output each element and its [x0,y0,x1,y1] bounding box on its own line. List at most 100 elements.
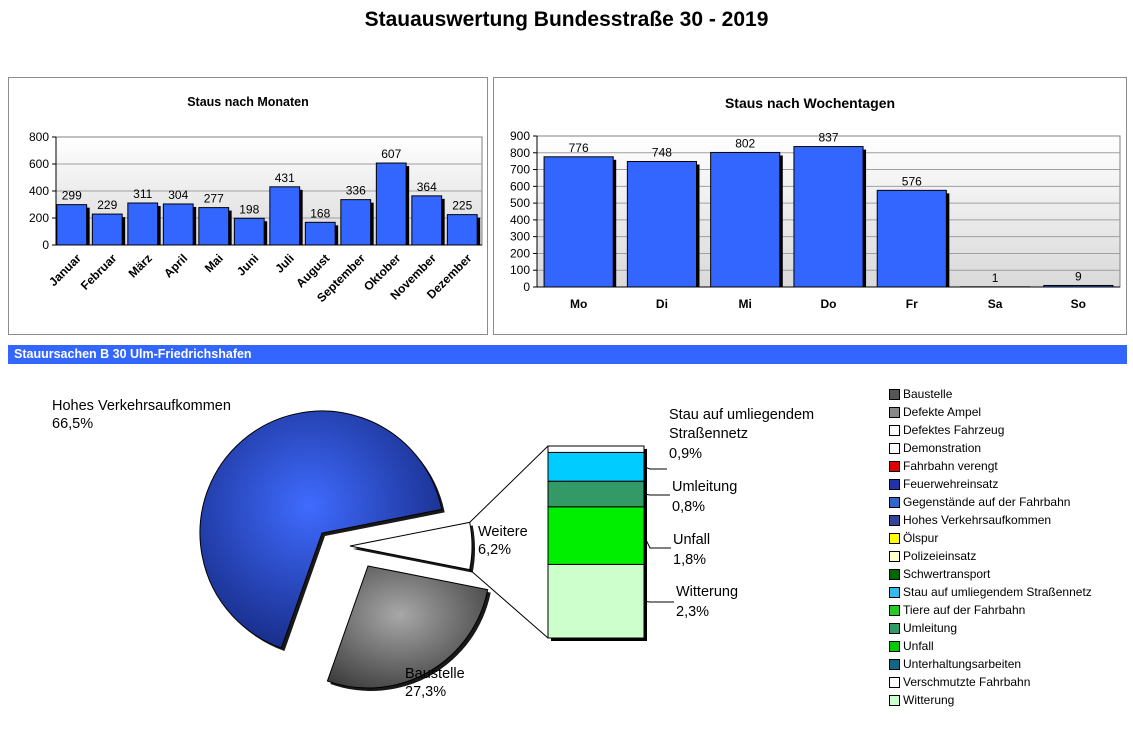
bar [304,221,336,246]
bar [793,146,864,288]
breakdown-label: Stau auf umliegendem Straßennetz [669,407,814,442]
stack-segment [547,506,645,565]
data-label: 607 [381,147,401,161]
data-label: 431 [275,171,295,185]
y-tick-label: 0 [42,238,49,252]
legend-item: Schwertransport [889,565,1092,583]
causes-section-header: Stauursachen B 30 Ulm-Friedrichshafen [8,345,1127,364]
slice-label: Hohes Verkehrsaufkommen [52,398,231,414]
legend-item: Verschmutzte Fahrbahn [889,673,1092,691]
x-tick-label: Mo [570,297,587,311]
x-tick-label: Mi [739,297,752,311]
weekday-bar-chart: Staus nach Wochentagen 0 100 200 300 400 500 60… [510,95,1121,311]
legend-label: Baustelle [903,387,953,401]
pie-slice [349,521,473,571]
legend-label: Witterung [903,693,955,707]
bar [56,204,88,246]
legend-swatch [889,496,900,508]
legend-item: Demonstration [889,439,1092,457]
y-tick-label: 700 [510,163,530,177]
connector-line [469,445,549,523]
breakdown-label: Witterung [676,584,738,600]
data-label: 229 [97,198,117,212]
legend-label: Unterhaltungsarbeiten [903,657,1022,671]
pie-slice [326,565,489,689]
chart-title: Staus nach Monaten [187,95,309,109]
x-tick-label: Juni [234,251,261,278]
legend-swatch [889,532,900,544]
legend-swatch [889,424,900,436]
leader-line [643,600,674,603]
x-tick-label: Fr [906,297,918,311]
legend-label: Hohes Verkehrsaufkommen [903,513,1052,527]
bar [411,195,443,246]
legend-swatch [889,406,900,418]
stack-shadow [551,638,647,641]
legend-item: Unfall [889,637,1092,655]
monthly-chart-panel: Staus nach Monaten 0 200 400 600 800 299 Januar… [8,77,488,335]
bar [340,199,372,246]
legend-label: Ölspur [903,531,939,545]
stack-segment [547,451,645,482]
legend-swatch [889,676,900,688]
stack-segment [547,480,645,508]
y-tick-label: 400 [510,213,530,227]
bar [375,162,407,246]
legend-swatch [889,694,900,706]
legend-swatch [889,478,900,490]
y-tick-label: 200 [29,211,49,225]
data-label: 364 [417,180,437,194]
cause-pie-chart: Hohes Verkehrsaufkommen 66,5% Baustelle 27,… [52,398,814,700]
cause-legend: Baustelle Defekte Ampel Defektes Fahrzeug D… [889,385,1092,709]
data-label: 225 [452,199,472,213]
legend-item: Feuerwehreinsatz [889,475,1092,493]
data-label: 776 [569,141,589,155]
breakdown-value: 1,8% [673,552,706,568]
legend-swatch [889,460,900,472]
bar [446,214,478,246]
legend-item: Stau auf umliegendem Straßennetz [889,583,1092,601]
y-tick-label: 100 [510,263,530,277]
legend-label: Feuerwehreinsatz [903,477,999,491]
data-label: 304 [168,188,188,202]
slice-value: 27,3% [405,684,446,700]
legend-swatch [889,586,900,598]
slice-value: 6,2% [478,542,511,558]
legend-label: Demonstration [903,441,982,455]
bar [543,156,614,288]
breakdown-value: 0,9% [669,446,702,462]
data-label: 802 [735,136,755,150]
data-label: 198 [239,202,259,216]
slice-label: Weitere [478,524,528,540]
legend-item: Gegenstände auf der Fahrbahn [889,493,1092,511]
legend-item: Ölspur [889,529,1092,547]
legend-item: Fahrbahn verengt [889,457,1092,475]
legend-swatch [889,442,900,454]
legend-item: Unterhaltungsarbeiten [889,655,1092,673]
legend-swatch [889,640,900,652]
data-label: 1 [992,271,999,285]
breakdown-label: Unfall [673,532,710,548]
legend-label: Fahrbahn verengt [903,459,998,473]
legend-item: Defekte Ampel [889,403,1092,421]
legend-swatch [889,550,900,562]
y-tick-label: 900 [510,129,530,143]
y-tick-label: 400 [29,184,49,198]
x-tick-label: Mai [202,251,226,275]
bar [127,202,159,246]
legend-label: Verschmutzte Fahrbahn [903,675,1031,689]
x-tick-label: Di [656,297,668,311]
legend-item: Hohes Verkehrsaufkommen [889,511,1092,529]
stack-segment [547,445,645,453]
x-tick-label: So [1071,297,1086,311]
breakdown-value: 2,3% [676,604,709,620]
breakdown-value: 0,8% [672,499,705,515]
legend-swatch [889,604,900,616]
breakdown-label: Umleitung [672,479,737,495]
legend-label: Stau auf umliegendem Straßennetz [903,585,1092,599]
legend-label: Unfall [903,639,934,653]
bar [710,151,781,288]
legend-label: Gegenstände auf der Fahrbahn [903,495,1071,509]
legend-label: Tiere auf der Fahrbahn [903,603,1026,617]
x-tick-label: Sa [988,297,1003,311]
